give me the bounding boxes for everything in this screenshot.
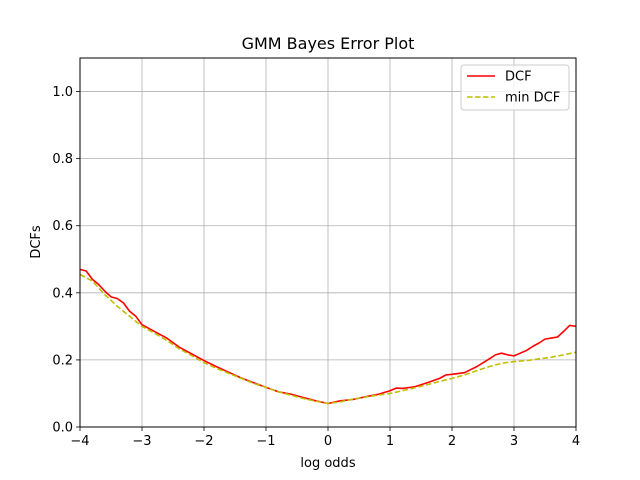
y-tick-label: 0.0 xyxy=(52,421,73,436)
y-tick-label: 0.2 xyxy=(52,353,73,368)
series-line-1 xyxy=(79,273,577,405)
x-tick-label: 3 xyxy=(510,434,518,449)
x-tick-label: −2 xyxy=(194,434,213,449)
x-tick-label: 1 xyxy=(386,434,394,449)
legend-label: DCF xyxy=(505,70,532,85)
x-tick-label: 0 xyxy=(324,434,332,449)
x-tick-label: 2 xyxy=(448,434,456,449)
x-tick-label: −3 xyxy=(132,434,151,449)
axis-ticks: −4 −3 −2 −1 0 1 2 3 4 0.0 0.2 0.4 0.6 0.8 1.0 xyxy=(52,85,580,449)
y-axis-label: DCFs xyxy=(29,225,44,259)
x-tick-label: −4 xyxy=(70,434,89,449)
x-tick-label: −1 xyxy=(256,434,275,449)
y-tick-label: 1.0 xyxy=(52,85,73,100)
y-tick-label: 0.4 xyxy=(52,286,73,301)
legend-label: min DCF xyxy=(505,91,560,106)
x-axis-label: log odds xyxy=(300,456,355,471)
y-tick-label: 0.8 xyxy=(52,152,73,167)
series-layer xyxy=(79,268,577,405)
chart-title: GMM Bayes Error Plot xyxy=(242,34,415,53)
x-tick-label: 4 xyxy=(572,434,580,449)
legend: DCF min DCF xyxy=(460,64,570,111)
y-tick-label: 0.6 xyxy=(52,219,73,234)
